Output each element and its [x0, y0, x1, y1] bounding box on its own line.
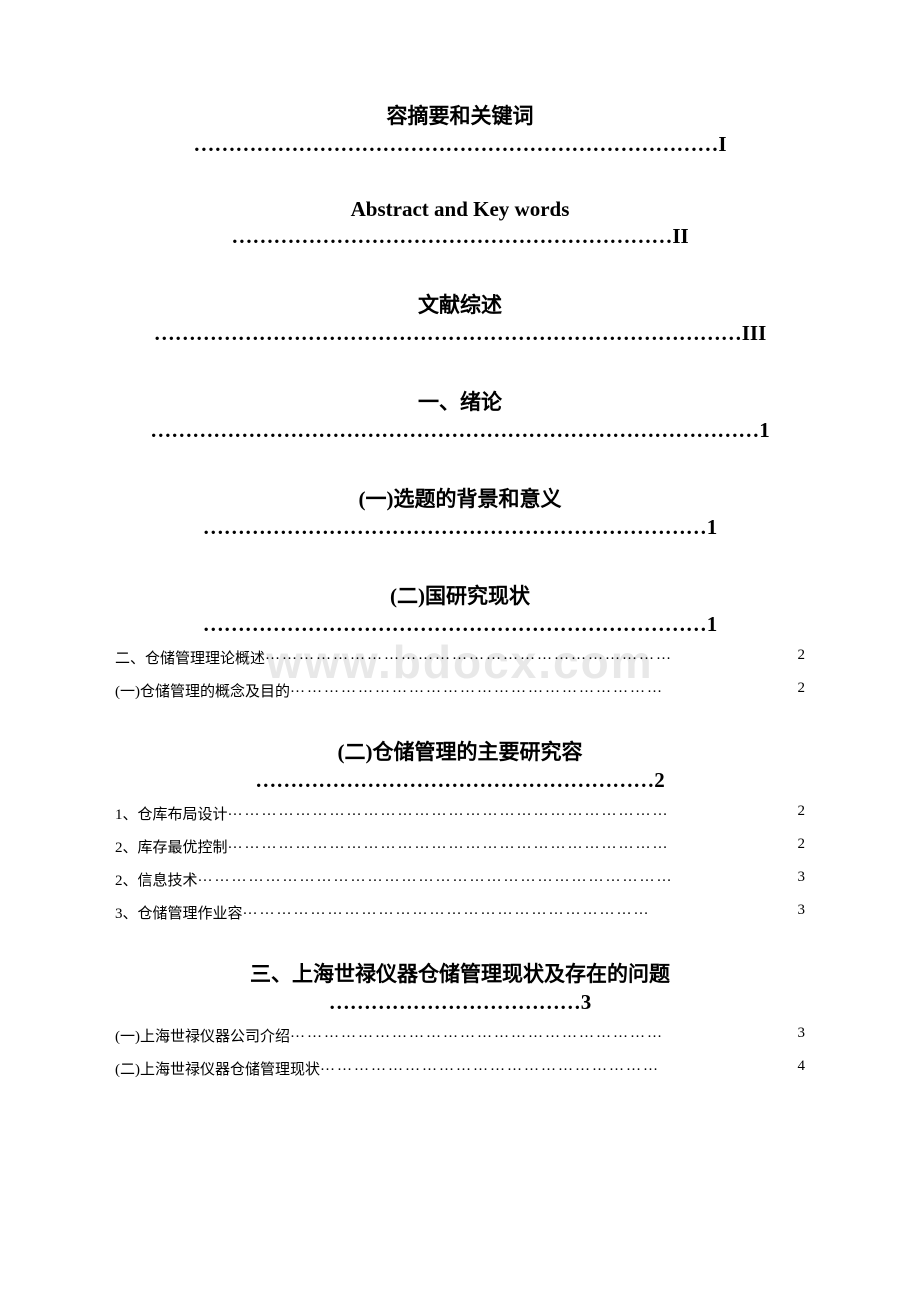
- toc-page: 2: [798, 647, 806, 668]
- toc-entry-section2-1: (一)仓储管理的概念及目的 ………………………………………………………… 2: [115, 680, 805, 701]
- toc-dots: ……………………………………………………: [320, 1058, 798, 1079]
- toc-entry-section3-1: (一)上海世禄仪器公司介绍 ………………………………………………………… 3: [115, 1025, 805, 1046]
- toc-page: 3: [798, 869, 806, 890]
- toc-entry-section1-2: (二)国研究现状 ………………………………………………………………1: [115, 580, 805, 637]
- toc-entry-section2-2: (二)仓储管理的主要研究容 …………………………………………………2: [115, 736, 805, 793]
- toc-label: 1、仓库布局设计: [115, 803, 228, 824]
- toc-page: 4: [798, 1058, 806, 1079]
- table-of-contents: 容摘要和关键词 …………………………………………………………………I Abstr…: [115, 100, 805, 1079]
- toc-dots: ………………………………………………………………: [265, 647, 797, 668]
- toc-dots: ……………………………………………………………………: [228, 803, 798, 824]
- toc-entry-abstract-cn: 容摘要和关键词 …………………………………………………………………I: [115, 100, 805, 157]
- toc-entry-item3: 2、信息技术 ………………………………………………………………………… 3: [115, 869, 805, 890]
- toc-entry-section3-2: (二)上海世禄仪器仓储管理现状 …………………………………………………… 4: [115, 1058, 805, 1079]
- toc-dots-page: ………………………………………………………………1: [203, 515, 718, 539]
- toc-title: 容摘要和关键词: [115, 100, 805, 130]
- toc-dots-page: ………………………………3: [329, 990, 592, 1014]
- toc-entry-item4: 3、仓储管理作业容 ……………………………………………………………… 3: [115, 902, 805, 923]
- toc-title: (二)国研究现状: [115, 580, 805, 610]
- toc-page: 2: [798, 803, 806, 824]
- toc-title: 文献综述: [115, 289, 805, 319]
- toc-title: (二)仓储管理的主要研究容: [115, 736, 805, 766]
- toc-dots: ………………………………………………………………: [243, 902, 798, 923]
- toc-title: 一、绪论: [115, 386, 805, 416]
- toc-dots-page: …………………………………………………2: [255, 768, 665, 792]
- toc-label: 二、仓储管理理论概述: [115, 647, 265, 668]
- toc-entry-item1: 1、仓库布局设计 …………………………………………………………………… 2: [115, 803, 805, 824]
- toc-title: 三、上海世禄仪器仓储管理现状及存在的问题: [115, 958, 805, 988]
- toc-dots: …………………………………………………………: [290, 680, 798, 701]
- toc-label: (二)上海世禄仪器仓储管理现状: [115, 1058, 320, 1079]
- toc-label: 3、仓储管理作业容: [115, 902, 243, 923]
- toc-dots-page: …………………………………………………………………………III: [154, 321, 767, 345]
- toc-entry-chapter1: 一、绪论 ……………………………………………………………………………1: [115, 386, 805, 443]
- toc-page: 2: [798, 680, 806, 701]
- toc-entry-chapter3: 三、上海世禄仪器仓储管理现状及存在的问题 ………………………………3: [115, 958, 805, 1015]
- toc-entry-literature: 文献综述 …………………………………………………………………………III: [115, 289, 805, 346]
- toc-title: (一)选题的背景和意义: [115, 483, 805, 513]
- toc-label: 2、库存最优控制: [115, 836, 228, 857]
- toc-entry-section1-1: (一)选题的背景和意义 ………………………………………………………………1: [115, 483, 805, 540]
- toc-dots: ……………………………………………………………………: [228, 836, 798, 857]
- toc-entry-abstract-en: Abstract and Key words ………………………………………………: [115, 197, 805, 249]
- toc-page: 3: [798, 1025, 806, 1046]
- toc-label: (一)上海世禄仪器公司介绍: [115, 1025, 290, 1046]
- toc-dots: …………………………………………………………: [290, 1025, 798, 1046]
- toc-dots-page: …………………………………………………………………I: [193, 132, 726, 156]
- toc-entry-item2: 2、库存最优控制 …………………………………………………………………… 2: [115, 836, 805, 857]
- toc-label: 2、信息技术: [115, 869, 198, 890]
- toc-dots-page: ………………………………………………………II: [231, 224, 688, 248]
- toc-label: (一)仓储管理的概念及目的: [115, 680, 290, 701]
- toc-page: 3: [798, 902, 806, 923]
- toc-dots-page: ……………………………………………………………………………1: [150, 418, 770, 442]
- toc-dots: …………………………………………………………………………: [198, 869, 798, 890]
- toc-title: Abstract and Key words: [115, 197, 805, 222]
- toc-entry-chapter2: 二、仓储管理理论概述 ……………………………………………………………… 2: [115, 647, 805, 668]
- toc-page: 2: [798, 836, 806, 857]
- toc-dots-page: ………………………………………………………………1: [203, 612, 718, 636]
